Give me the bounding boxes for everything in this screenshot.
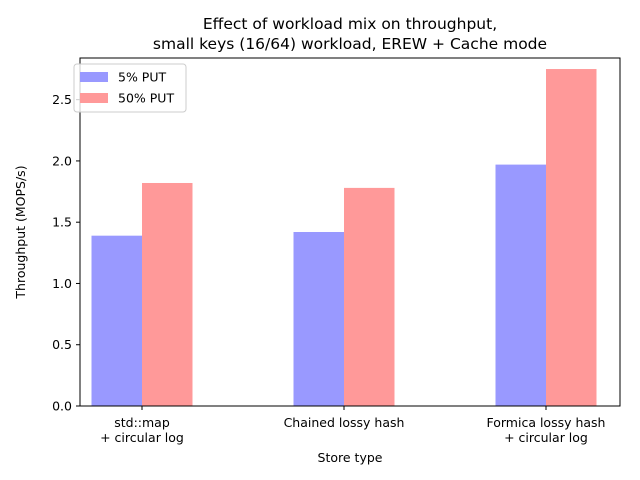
bar — [495, 164, 546, 406]
y-tick-label: 0.5 — [52, 337, 72, 352]
x-tick-label: Chained lossy hash — [284, 415, 405, 430]
y-axis-label: Throughput (MOPS/s) — [13, 165, 28, 299]
y-tick-label: 1.5 — [52, 215, 72, 230]
legend-label: 5% PUT — [118, 70, 166, 85]
axes — [79, 57, 621, 407]
bar — [91, 235, 142, 406]
plot-frame — [79, 57, 621, 407]
chart-title-line: Effect of workload mix on throughput, — [203, 15, 497, 33]
legend-swatch — [80, 72, 108, 82]
bar — [293, 232, 344, 406]
legend-label: 50% PUT — [118, 91, 174, 106]
bar — [142, 182, 193, 406]
x-tick-label: + circular log — [504, 430, 588, 445]
x-axis-label: Store type — [318, 450, 383, 465]
chart-title: Effect of workload mix on throughput, sma… — [153, 15, 547, 53]
y-ticks: 0.0 0.5 1.0 1.5 2.0 2.5 — [52, 92, 80, 414]
y-tick-label: 0.0 — [52, 399, 72, 414]
legend-swatch — [80, 93, 108, 103]
x-tick-label: + circular log — [100, 430, 184, 445]
bar — [344, 187, 395, 406]
bar — [546, 69, 597, 406]
x-tick-label: Formica lossy hash — [486, 415, 605, 430]
legend: 5% PUT 50% PUT — [73, 63, 187, 113]
y-tick-label: 2.5 — [52, 92, 72, 107]
x-tick-label: std::map — [114, 415, 170, 430]
y-tick-label: 2.0 — [52, 153, 72, 168]
bars — [91, 69, 597, 406]
y-tick-label: 1.0 — [52, 276, 72, 291]
chart-title-line: small keys (16/64) workload, EREW + Cach… — [153, 35, 547, 53]
